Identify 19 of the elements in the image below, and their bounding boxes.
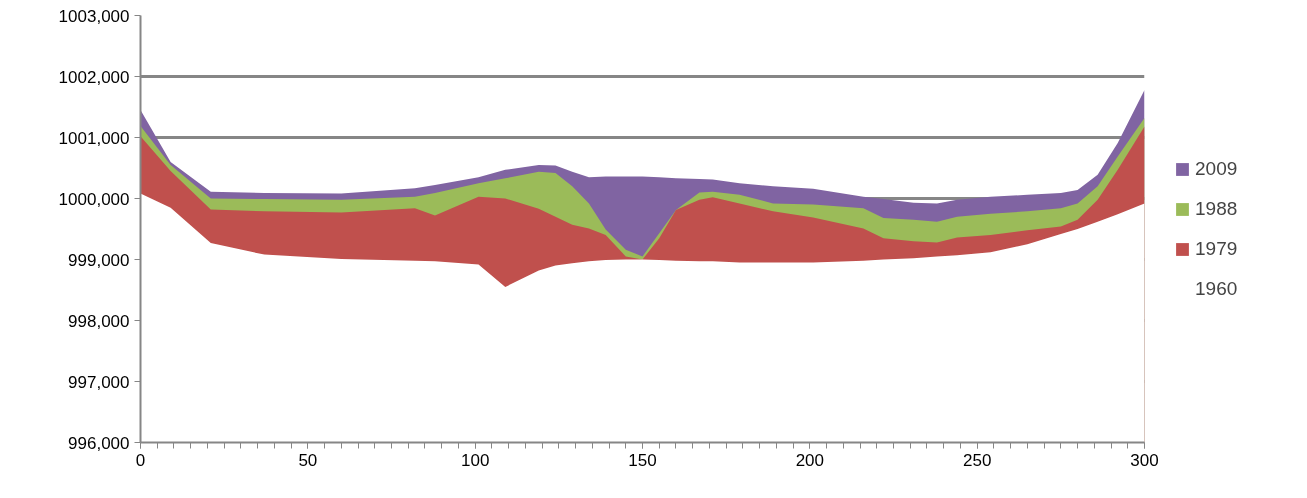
x-tick-label: 250: [962, 450, 992, 470]
legend-label: 1979: [1195, 237, 1238, 260]
y-tick-label: 1000,000: [58, 189, 130, 209]
x-tick-label: 150: [628, 450, 657, 470]
x-tick-label: 200: [795, 450, 825, 470]
x-tick-label: 300: [1130, 450, 1159, 470]
text: 1960: [1195, 277, 1238, 300]
legend-label: 1988: [1195, 197, 1238, 220]
x-tick-label: 50: [298, 450, 318, 470]
x-tick-label: 100: [460, 450, 490, 470]
y-tick-label: 1001,000: [58, 128, 130, 148]
y-tick-label: 997,000: [68, 372, 130, 392]
y-tick-label: 1003,000: [58, 6, 130, 26]
y-tick-label: 998,000: [68, 311, 130, 331]
legend-label: 2009: [1195, 157, 1238, 180]
y-tick-label: 999,000: [68, 250, 130, 270]
y-tick-label: 996,000: [68, 433, 130, 453]
y-tick-label: 1002,000: [58, 67, 130, 87]
x-tick-label: 0: [135, 450, 146, 470]
